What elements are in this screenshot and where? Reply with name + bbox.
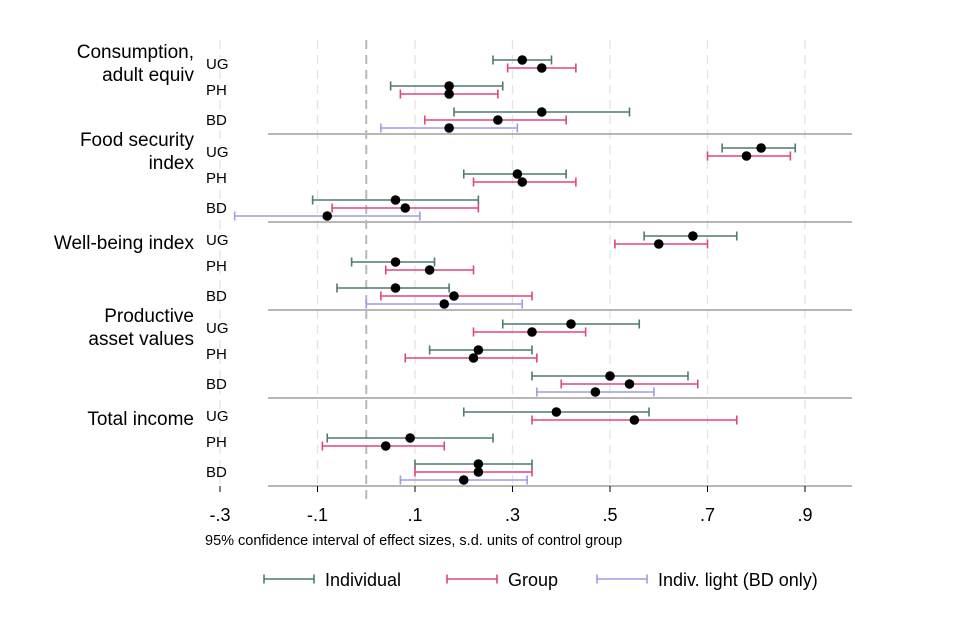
point-estimate — [741, 151, 752, 161]
point-estimate — [756, 143, 766, 153]
legend-item: Individual — [263, 570, 401, 590]
outcome-label: Well-being index — [54, 233, 195, 254]
site-label: PH — [206, 434, 227, 451]
site-label: BD — [206, 376, 227, 393]
site-label: PH — [206, 82, 227, 99]
site-label: UG — [206, 56, 229, 73]
site-label: BD — [206, 464, 227, 481]
outcome-label: Productive — [104, 306, 194, 327]
point-estimate — [390, 195, 401, 205]
outcome-label: adult equiv — [102, 65, 194, 86]
point-estimate — [551, 407, 562, 417]
legend-label: Individual — [325, 570, 401, 590]
point-estimate — [536, 107, 547, 117]
point-estimate — [653, 239, 664, 249]
site-label: PH — [206, 346, 227, 363]
legend-item: Indiv. light (BD only) — [596, 570, 818, 590]
point-estimate — [629, 415, 640, 425]
legend-label: Group — [508, 570, 558, 590]
confidence-intervals — [233, 55, 797, 485]
x-tick-label: .1 — [407, 505, 422, 525]
point-estimate — [390, 283, 401, 293]
site-label: PH — [206, 170, 227, 187]
point-estimate — [444, 89, 454, 99]
row-labels: Consumption,adult equiv UG PH BD Food securi… — [54, 42, 229, 481]
x-tick-label: -.3 — [209, 505, 230, 525]
point-estimate — [688, 231, 698, 241]
point-estimate — [444, 81, 454, 91]
point-estimate — [322, 211, 333, 221]
site-label: BD — [206, 288, 227, 305]
point-estimate — [390, 257, 401, 267]
point-estimate — [458, 475, 469, 485]
point-estimate — [517, 177, 528, 187]
point-estimate — [624, 379, 635, 389]
site-label: PH — [206, 258, 227, 275]
point-estimate — [605, 371, 615, 381]
vertical-gridlines — [219, 40, 806, 486]
site-label: UG — [206, 232, 229, 249]
x-tick-label: .9 — [797, 505, 812, 525]
point-estimate — [566, 319, 576, 329]
point-estimate — [517, 55, 528, 65]
outcome-label: index — [149, 153, 195, 174]
x-tick-label: .7 — [700, 505, 715, 525]
x-tick-label: -.1 — [307, 505, 328, 525]
site-label: UG — [206, 408, 229, 425]
point-estimate — [590, 387, 601, 397]
point-estimate — [444, 123, 454, 133]
site-label: BD — [206, 200, 227, 217]
point-estimate — [473, 467, 484, 477]
panel-separators — [268, 133, 852, 487]
x-tick-label: .5 — [602, 505, 617, 525]
legend-label: Indiv. light (BD only) — [658, 570, 818, 590]
outcome-label: Consumption, — [77, 42, 194, 63]
point-estimates — [322, 55, 766, 485]
x-axis-label: 95% confidence interval of effect sizes,… — [205, 533, 622, 549]
point-estimate — [468, 353, 479, 363]
outcome-label: Total income — [87, 409, 194, 430]
point-estimate — [512, 169, 523, 179]
point-estimate — [405, 433, 415, 443]
site-label: UG — [206, 320, 229, 337]
point-estimate — [473, 345, 484, 355]
point-estimate — [473, 459, 484, 469]
x-axis: -.3 -.1 .1 .3 .5 .7 .9 — [209, 486, 813, 525]
point-estimate — [424, 265, 435, 275]
site-label: BD — [206, 112, 227, 129]
legend: Individual Group Indiv. light (BD only) — [263, 570, 818, 590]
outcome-label: Food security — [80, 130, 195, 151]
point-estimate — [527, 327, 537, 337]
point-estimate — [536, 63, 547, 73]
outcome-label: asset values — [88, 329, 194, 350]
point-estimate — [439, 299, 450, 309]
point-estimate — [449, 291, 459, 301]
x-tick-label: .3 — [505, 505, 520, 525]
point-estimate — [380, 441, 391, 451]
legend-item: Group — [446, 570, 558, 590]
site-label: UG — [206, 144, 229, 161]
point-estimate — [400, 203, 411, 213]
point-estimate — [493, 115, 503, 125]
